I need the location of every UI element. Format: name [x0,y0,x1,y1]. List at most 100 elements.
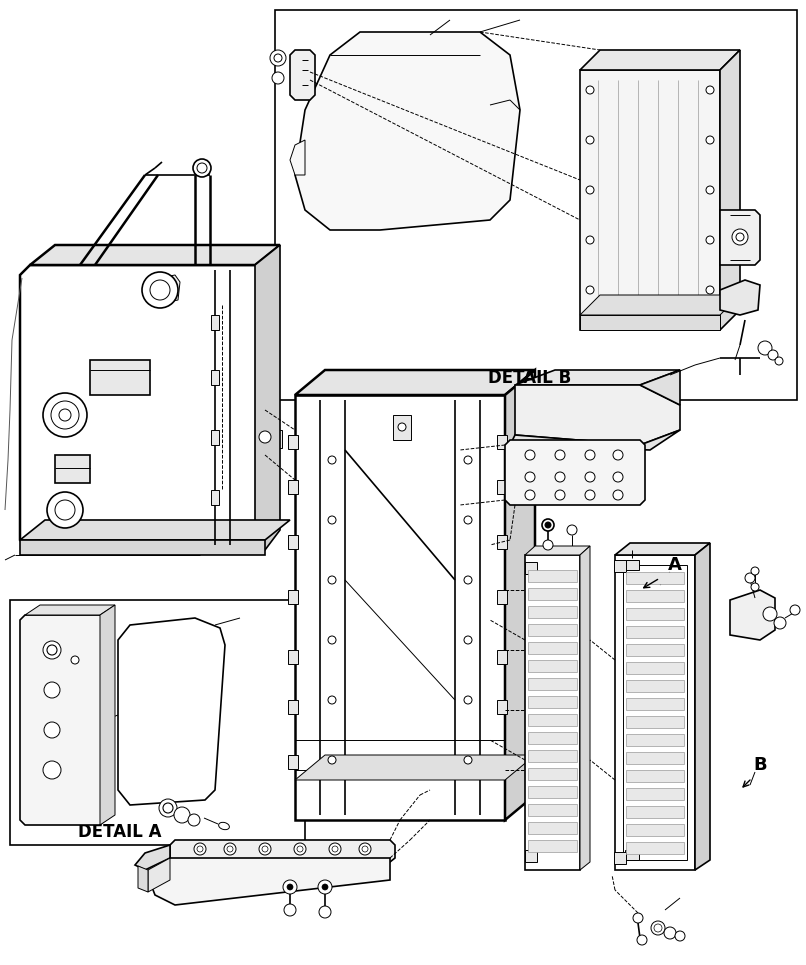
Polygon shape [528,606,577,618]
Bar [211,490,219,505]
Bar [497,480,507,494]
Circle shape [328,456,336,464]
Circle shape [43,761,61,779]
Polygon shape [528,642,577,654]
Circle shape [633,913,643,923]
Circle shape [555,490,565,500]
Circle shape [51,401,79,429]
Bar [211,430,219,445]
Polygon shape [580,50,740,70]
Text: B: B [753,756,767,774]
Circle shape [259,843,271,855]
Circle shape [543,540,553,550]
Circle shape [47,492,83,528]
Text: A: A [668,556,682,574]
Polygon shape [626,806,684,818]
Polygon shape [528,732,577,744]
Circle shape [751,583,759,591]
Polygon shape [170,840,395,862]
Circle shape [763,607,777,621]
Bar [497,755,507,769]
Circle shape [586,186,594,194]
Bar [288,480,298,494]
Circle shape [197,846,203,852]
Polygon shape [100,605,115,825]
Circle shape [464,456,472,464]
Circle shape [585,490,595,500]
Circle shape [736,233,744,241]
Circle shape [774,617,786,629]
Polygon shape [730,590,775,640]
Polygon shape [640,370,680,405]
Bar [211,315,219,330]
Circle shape [71,656,79,664]
Circle shape [328,576,336,584]
Circle shape [44,722,60,738]
Text: DETAIL B: DETAIL B [488,369,571,387]
Bar [288,535,298,549]
Polygon shape [290,140,305,175]
Circle shape [359,843,371,855]
Bar [55,455,90,483]
Circle shape [613,490,623,500]
Polygon shape [528,696,577,708]
Polygon shape [580,295,740,315]
Polygon shape [580,546,590,870]
Polygon shape [138,866,148,892]
Circle shape [654,924,662,932]
Circle shape [274,54,282,62]
Circle shape [318,880,332,894]
Circle shape [44,682,60,698]
Bar [614,852,626,864]
Circle shape [197,163,207,173]
Polygon shape [626,590,684,602]
Circle shape [545,522,551,528]
Circle shape [163,803,173,813]
Polygon shape [626,644,684,656]
Circle shape [59,409,71,421]
Circle shape [262,846,268,852]
Circle shape [328,636,336,644]
Circle shape [790,605,800,615]
Circle shape [585,472,595,482]
Bar [288,650,298,664]
Circle shape [464,756,472,764]
Polygon shape [626,716,684,728]
Circle shape [613,450,623,460]
Circle shape [555,450,565,460]
Circle shape [174,807,190,823]
Polygon shape [528,624,577,636]
Polygon shape [528,570,577,582]
Polygon shape [720,280,760,315]
Bar [211,370,219,385]
Circle shape [328,756,336,764]
Polygon shape [20,615,105,825]
Bar [275,10,797,400]
Polygon shape [626,734,684,746]
Circle shape [567,525,577,535]
Circle shape [194,843,206,855]
Circle shape [525,450,535,460]
Circle shape [732,229,748,245]
Circle shape [328,696,336,704]
Polygon shape [255,245,280,550]
Polygon shape [528,822,577,834]
Polygon shape [626,824,684,836]
Polygon shape [528,678,577,690]
Polygon shape [528,804,577,816]
Bar [525,850,537,862]
Circle shape [758,341,772,355]
Circle shape [706,286,714,294]
Circle shape [43,393,87,437]
Bar [525,562,537,574]
Polygon shape [626,770,684,782]
Circle shape [555,472,565,482]
Circle shape [193,159,211,177]
Circle shape [586,236,594,244]
Polygon shape [25,605,115,615]
Circle shape [586,136,594,144]
Circle shape [464,516,472,524]
Bar [497,435,507,449]
Polygon shape [505,440,645,505]
Polygon shape [626,842,684,854]
